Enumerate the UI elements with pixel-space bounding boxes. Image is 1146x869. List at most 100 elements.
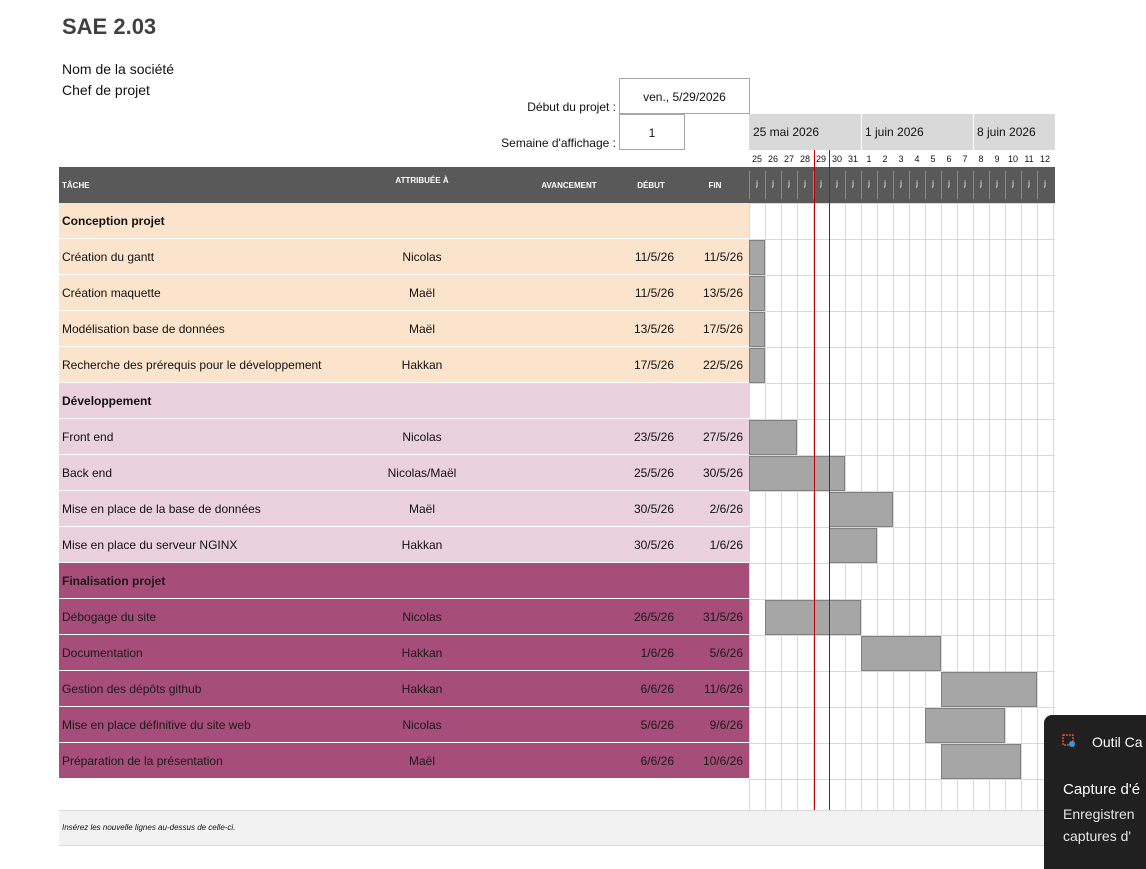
day-separator: [1005, 171, 1006, 199]
task-row[interactable]: Recherche des prérequis pour le développ…: [59, 347, 749, 383]
task-end-date: 17/5/26: [702, 322, 743, 336]
day-letter: j: [868, 179, 870, 188]
day-number: 29: [815, 154, 826, 164]
gantt-bar[interactable]: [861, 636, 941, 671]
grid-column-line: [893, 203, 894, 810]
day-separator: [765, 171, 766, 199]
timeline-header: 25 mai 2026 1 juin 2026 8 juin 2026: [749, 114, 1055, 150]
task-row[interactable]: Mise en place du serveur NGINX Hakkan 30/5…: [59, 527, 749, 563]
task-end-date: 31/5/26: [702, 610, 743, 624]
day-letter: j: [1044, 179, 1046, 188]
grid-row-line: [749, 383, 1055, 384]
day-number: 26: [767, 154, 778, 164]
phase-row[interactable]: Conception projet: [59, 203, 749, 239]
column-task: TÂCHE: [62, 181, 90, 190]
task-assignee: Nicolas: [402, 430, 442, 444]
task-row[interactable]: Mise en place de la base de données Maël 3…: [59, 491, 749, 527]
grid-column-line: [909, 203, 910, 810]
day-separator: [957, 171, 958, 199]
project-start-field[interactable]: ven., 5/29/2026: [619, 78, 750, 114]
task-end-date: 5/6/26: [709, 646, 743, 660]
day-separator: [1021, 171, 1022, 199]
grid-row-line: [749, 779, 1055, 780]
task-end-date: 11/5/26: [703, 250, 743, 264]
table-header: TÂCHE ATTRIBUÉE À AVANCEMENT DÉBUT FIN j…: [59, 167, 1055, 203]
project-start-label: Début du projet :: [527, 100, 616, 114]
footer-row[interactable]: Insérez les nouvelle lignes au-dessus de…: [59, 810, 1055, 846]
notification-toast[interactable]: Outil Ca Capture d'é Enregistren capture…: [1044, 715, 1146, 869]
grid-column-line: [1021, 203, 1022, 810]
gantt-bar[interactable]: [941, 744, 1021, 779]
display-week-field[interactable]: 1: [619, 114, 685, 150]
week-separator: [973, 114, 974, 150]
week-label-1: 25 mai 2026: [753, 125, 820, 139]
day-number: 8: [978, 154, 984, 164]
day-separator: [893, 171, 894, 199]
task-name: Gestion des dépôts github: [62, 682, 202, 696]
task-row[interactable]: Création maquette Maël 11/5/26 13/5/26: [59, 275, 749, 311]
grid-column-line: [749, 203, 750, 810]
gantt-bar[interactable]: [925, 708, 1005, 743]
task-row[interactable]: Modélisation base de données Maël 13/5/26 1…: [59, 311, 749, 347]
task-start-date: 11/5/26: [634, 250, 674, 264]
task-row[interactable]: Débogage du site Nicolas 26/5/26 31/5/26: [59, 599, 749, 635]
day-letter: j: [852, 179, 854, 188]
day-letter: j: [804, 179, 806, 188]
grid-column-line: [813, 203, 814, 810]
day-separator: [813, 171, 814, 199]
day-separator: [797, 171, 798, 199]
grid-column-line: [1053, 203, 1054, 810]
gantt-bar[interactable]: [749, 420, 797, 455]
day-letter: j: [964, 179, 966, 188]
toast-body: Enregistren captures d': [1063, 803, 1135, 847]
gantt-bar[interactable]: [941, 672, 1037, 707]
gantt-bar[interactable]: [749, 276, 765, 311]
task-row[interactable]: Back end Nicolas/Maël 25/5/26 30/5/26: [59, 455, 749, 491]
task-start-date: 11/5/26: [634, 286, 674, 300]
gantt-bar[interactable]: [829, 528, 877, 563]
gantt-bar[interactable]: [749, 348, 765, 383]
day-number: 25: [751, 154, 762, 164]
task-row[interactable]: Documentation Hakkan 1/6/26 5/6/26: [59, 635, 749, 671]
task-row[interactable]: Mise en place définitive du site web Nico…: [59, 707, 749, 743]
grid-column-line: [1005, 203, 1006, 810]
task-row[interactable]: Gestion des dépôts github Hakkan 6/6/26 11/…: [59, 671, 749, 707]
today-marker-line: [829, 150, 830, 845]
day-number: 4: [914, 154, 920, 164]
task-assignee: Maël: [408, 322, 435, 336]
day-number: 11: [1024, 154, 1034, 164]
task-name: Conception projet: [62, 214, 165, 228]
gantt-bar[interactable]: [829, 492, 893, 527]
phase-row[interactable]: Développement: [59, 383, 749, 419]
phase-row[interactable]: Finalisation projet: [59, 563, 749, 599]
gantt-bar[interactable]: [749, 240, 765, 275]
grid-row-line: [749, 347, 1055, 348]
day-letter: j: [756, 179, 758, 188]
task-name: Recherche des prérequis pour le développ…: [62, 358, 322, 372]
task-assignee: Nicolas: [402, 610, 442, 624]
day-letter: j: [884, 179, 886, 188]
day-separator: [941, 171, 942, 199]
gantt-bar[interactable]: [749, 456, 845, 491]
gantt-bar[interactable]: [749, 312, 765, 347]
task-row[interactable]: Préparation de la présentation Maël 6/6/26…: [59, 743, 749, 779]
day-letter: j: [900, 179, 902, 188]
task-row[interactable]: Front end Nicolas 23/5/26 27/5/26: [59, 419, 749, 455]
toast-body-line: captures d': [1063, 828, 1132, 844]
task-name: Création du gantt: [62, 250, 155, 264]
task-end-date: 10/6/26: [702, 754, 743, 768]
toast-title: Capture d'é: [1063, 781, 1141, 798]
task-start-date: 5/6/26: [640, 718, 674, 732]
task-start-date: 6/6/26: [640, 682, 674, 696]
grid-column-line: [765, 203, 766, 810]
company-name[interactable]: Nom de la société: [62, 61, 175, 77]
project-manager[interactable]: Chef de projet: [62, 82, 150, 98]
day-number: 27: [783, 154, 794, 164]
week-label-3: 8 juin 2026: [977, 125, 1036, 139]
task-row[interactable]: Création du gantt Nicolas 11/5/26 11/5/26: [59, 239, 749, 275]
task-end-date: 13/5/26: [702, 286, 743, 300]
task-start-date: 1/6/26: [640, 646, 674, 660]
gantt-bar[interactable]: [765, 600, 861, 635]
grid-row-line: [749, 275, 1055, 276]
week-label-2: 1 juin 2026: [865, 125, 924, 139]
